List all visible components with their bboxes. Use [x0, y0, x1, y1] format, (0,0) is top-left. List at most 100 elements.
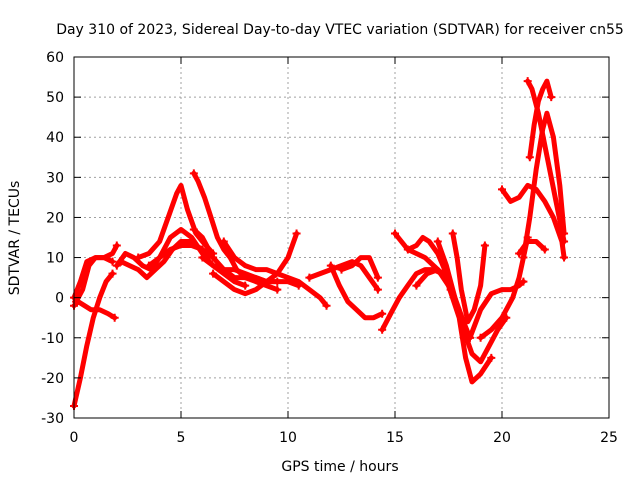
- data-point-marker: [378, 325, 387, 334]
- series-arc-9: [189, 169, 282, 294]
- series-line: [435, 239, 509, 365]
- data-point-marker: [108, 257, 117, 266]
- data-point-marker: [480, 241, 489, 250]
- series-line: [73, 255, 115, 305]
- series-line: [450, 231, 488, 325]
- series-line: [525, 78, 567, 244]
- y-tick-label: 10: [46, 251, 64, 267]
- data-point-marker: [294, 281, 303, 290]
- data-point-marker: [373, 285, 382, 294]
- series-arc-29: [515, 239, 549, 258]
- data-point-marker: [134, 253, 143, 262]
- ticks: 0 5 10 15 20 25 -30 -20 -10 0 10 20 30 40 50 60: [41, 50, 618, 446]
- y-tick-label: 0: [55, 291, 64, 307]
- data-point-marker: [117, 257, 126, 266]
- data-point-marker: [515, 249, 524, 258]
- data-point-marker: [322, 301, 331, 310]
- data-point-marker: [241, 281, 250, 290]
- data-point-marker: [540, 245, 549, 254]
- y-tick-label: -10: [41, 331, 64, 347]
- data-point-marker: [476, 333, 485, 342]
- series-line: [221, 239, 329, 309]
- data-point-marker: [519, 277, 528, 286]
- data-point-marker: [519, 253, 528, 262]
- data-point-marker: [108, 269, 117, 278]
- data-point-marker: [412, 281, 421, 290]
- data-point-marker: [465, 333, 474, 342]
- data-point-marker: [560, 237, 569, 246]
- data-point-marker: [189, 169, 198, 178]
- series-arc-14: [305, 259, 382, 294]
- data-layer: [70, 77, 569, 410]
- series-arc-28: [525, 78, 556, 162]
- x-tick-label: 5: [177, 430, 186, 446]
- data-point-marker: [72, 297, 81, 306]
- x-tick-label: 0: [70, 430, 79, 446]
- data-point-marker: [378, 309, 387, 318]
- data-point-marker: [292, 229, 301, 238]
- x-tick-label: 20: [493, 430, 511, 446]
- data-point-marker: [305, 273, 314, 282]
- series-arc-17: [378, 267, 447, 334]
- y-tick-label: 60: [46, 50, 64, 66]
- series-line: [210, 231, 300, 297]
- y-tick-label: -30: [41, 411, 64, 427]
- x-axis-label: GPS time / hours: [281, 459, 398, 475]
- series-line: [146, 227, 248, 289]
- y-axis-label: SDTVAR / TECUs: [7, 181, 23, 296]
- data-point-marker: [110, 313, 119, 322]
- y-tick-label: -20: [41, 371, 64, 387]
- data-point-marker: [189, 225, 198, 234]
- data-point-marker: [560, 253, 569, 262]
- series-arc-26: [523, 77, 569, 246]
- data-point-marker: [547, 93, 556, 102]
- series-line: [199, 255, 302, 289]
- data-point-marker: [337, 265, 346, 274]
- series-line: [339, 255, 381, 281]
- series-arc-8: [144, 227, 250, 290]
- data-point-marker: [326, 261, 335, 270]
- series-arc-11: [209, 229, 301, 297]
- data-point-marker: [448, 229, 457, 238]
- data-point-marker: [498, 185, 506, 194]
- series-arc-12: [219, 237, 331, 310]
- y-tick-label: 40: [46, 130, 64, 146]
- y-tick-label: 50: [46, 90, 64, 106]
- series-line: [527, 78, 554, 160]
- series-line: [520, 110, 567, 261]
- series-line: [328, 263, 385, 321]
- data-point-marker: [487, 353, 496, 362]
- data-point-marker: [112, 261, 121, 270]
- data-point-marker: [273, 285, 282, 294]
- data-point-marker: [433, 237, 442, 246]
- data-point-marker: [391, 229, 399, 238]
- y-tick-label: 20: [46, 210, 64, 226]
- series-line: [516, 239, 548, 256]
- series-arc-13: [198, 253, 303, 290]
- data-point-marker: [209, 269, 218, 278]
- data-point-marker: [112, 241, 121, 250]
- x-tick-label: 25: [600, 430, 618, 446]
- data-point-marker: [198, 253, 207, 262]
- data-point-marker: [525, 153, 534, 162]
- series-line: [306, 259, 381, 293]
- series-arc-15: [326, 261, 387, 321]
- series-arc-4: [72, 255, 117, 306]
- series-line: [379, 267, 445, 333]
- plot-frame: [73, 56, 610, 419]
- x-tick-label: 15: [386, 430, 404, 446]
- data-point-marker: [219, 237, 228, 246]
- y-tick-label: 30: [46, 170, 64, 186]
- data-point-marker: [403, 245, 412, 254]
- x-tick-label: 10: [279, 430, 297, 446]
- data-point-marker: [373, 273, 382, 282]
- chart-title: Day 310 of 2023, Sidereal Day-to-day VTE…: [56, 22, 624, 38]
- data-point-marker: [523, 77, 532, 86]
- data-point-marker: [560, 229, 569, 238]
- series-arc-27: [519, 110, 569, 262]
- data-point-marker: [144, 261, 153, 270]
- series-line: [191, 170, 280, 293]
- series-line: [499, 182, 567, 261]
- series-arc-21: [433, 237, 511, 365]
